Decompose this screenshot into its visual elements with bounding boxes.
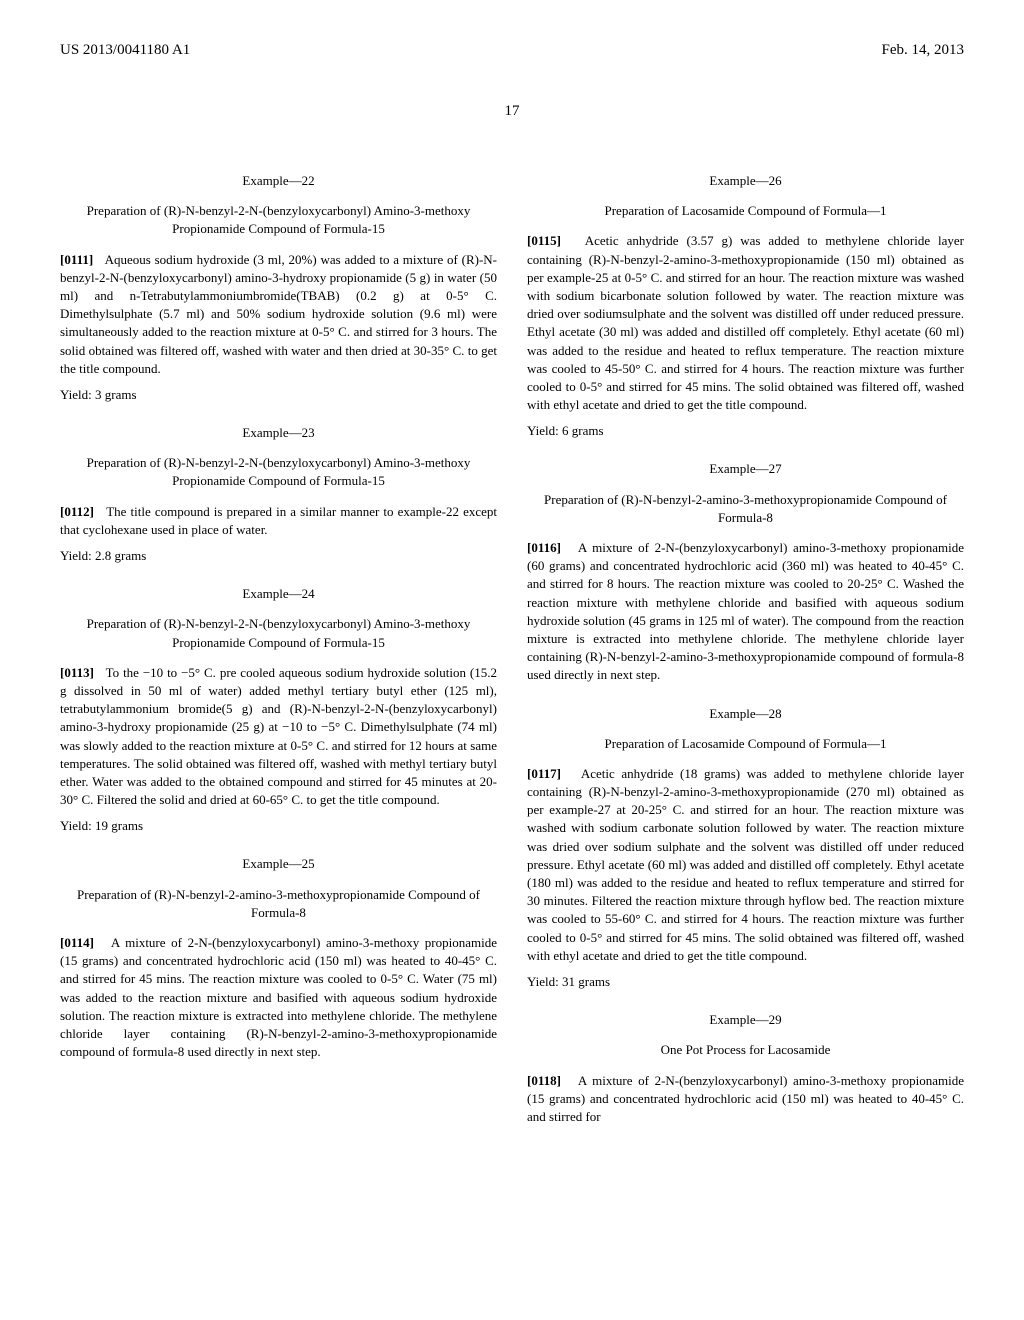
example-23-paragraph: [0112] The title compound is prepared in… <box>60 503 497 539</box>
example-22-title: Example—22 <box>60 172 497 190</box>
para-num-0114: [0114] <box>60 935 94 950</box>
content-area: Example—22 Preparation of (R)-N-benzyl-2… <box>60 152 964 1134</box>
example-24-text: To the −10 to −5° C. pre cooled aqueous … <box>60 665 497 807</box>
example-24-paragraph: [0113] To the −10 to −5° C. pre cooled a… <box>60 664 497 810</box>
example-29-text: A mixture of 2-N-(benzyloxycarbonyl) ami… <box>527 1073 964 1124</box>
para-num-0115: [0115] <box>527 233 561 248</box>
example-29-subtitle: One Pot Process for Lacosamide <box>527 1041 964 1059</box>
example-28-yield: Yield: 31 grams <box>527 973 964 991</box>
example-27-title: Example—27 <box>527 460 964 478</box>
example-27-text: A mixture of 2-N-(benzyloxycarbonyl) ami… <box>527 540 964 682</box>
example-27-subtitle: Preparation of (R)-N-benzyl-2-amino-3-me… <box>527 491 964 527</box>
example-27-paragraph: [0116] A mixture of 2-N-(benzyloxycarbon… <box>527 539 964 685</box>
example-25-paragraph: [0114] A mixture of 2-N-(benzyloxycarbon… <box>60 934 497 1061</box>
para-num-0113: [0113] <box>60 665 94 680</box>
para-num-0117: [0117] <box>527 766 561 781</box>
example-28-paragraph: [0117] Acetic anhydride (18 grams) was a… <box>527 765 964 965</box>
example-26-text: Acetic anhydride (3.57 g) was added to m… <box>527 233 964 412</box>
patent-date: Feb. 14, 2013 <box>882 40 965 61</box>
example-25-title: Example—25 <box>60 855 497 873</box>
page-header: US 2013/0041180 A1 Feb. 14, 2013 <box>60 40 964 61</box>
example-24-subtitle: Preparation of (R)-N-benzyl-2-N-(benzylo… <box>60 615 497 651</box>
example-26-paragraph: [0115] Acetic anhydride (3.57 g) was add… <box>527 232 964 414</box>
left-column: Example—22 Preparation of (R)-N-benzyl-2… <box>60 152 497 1134</box>
example-29-paragraph: [0118] A mixture of 2-N-(benzyloxycarbon… <box>527 1072 964 1127</box>
right-column: Example—26 Preparation of Lacosamide Com… <box>527 152 964 1134</box>
example-28-title: Example—28 <box>527 705 964 723</box>
example-22-paragraph: [0111] Aqueous sodium hydroxide (3 ml, 2… <box>60 251 497 378</box>
example-25-text: A mixture of 2-N-(benzyloxycarbonyl) ami… <box>60 935 497 1059</box>
patent-id: US 2013/0041180 A1 <box>60 40 190 61</box>
para-num-0112: [0112] <box>60 504 94 519</box>
example-23-yield: Yield: 2.8 grams <box>60 547 497 565</box>
para-num-0116: [0116] <box>527 540 561 555</box>
example-28-subtitle: Preparation of Lacosamide Compound of Fo… <box>527 735 964 753</box>
example-24-yield: Yield: 19 grams <box>60 817 497 835</box>
example-26-yield: Yield: 6 grams <box>527 422 964 440</box>
page-number: 17 <box>60 101 964 122</box>
example-29-title: Example—29 <box>527 1011 964 1029</box>
example-25-subtitle: Preparation of (R)-N-benzyl-2-amino-3-me… <box>60 886 497 922</box>
example-24-title: Example—24 <box>60 585 497 603</box>
example-23-text: The title compound is prepared in a simi… <box>60 504 497 537</box>
example-26-title: Example—26 <box>527 172 964 190</box>
example-23-subtitle: Preparation of (R)-N-benzyl-2-N-(benzylo… <box>60 454 497 490</box>
para-num-0111: [0111] <box>60 252 93 267</box>
example-22-subtitle: Preparation of (R)-N-benzyl-2-N-(benzylo… <box>60 202 497 238</box>
para-num-0118: [0118] <box>527 1073 561 1088</box>
example-22-yield: Yield: 3 grams <box>60 386 497 404</box>
example-28-text: Acetic anhydride (18 grams) was added to… <box>527 766 964 963</box>
example-26-subtitle: Preparation of Lacosamide Compound of Fo… <box>527 202 964 220</box>
example-23-title: Example—23 <box>60 424 497 442</box>
example-22-text: Aqueous sodium hydroxide (3 ml, 20%) was… <box>60 252 497 376</box>
